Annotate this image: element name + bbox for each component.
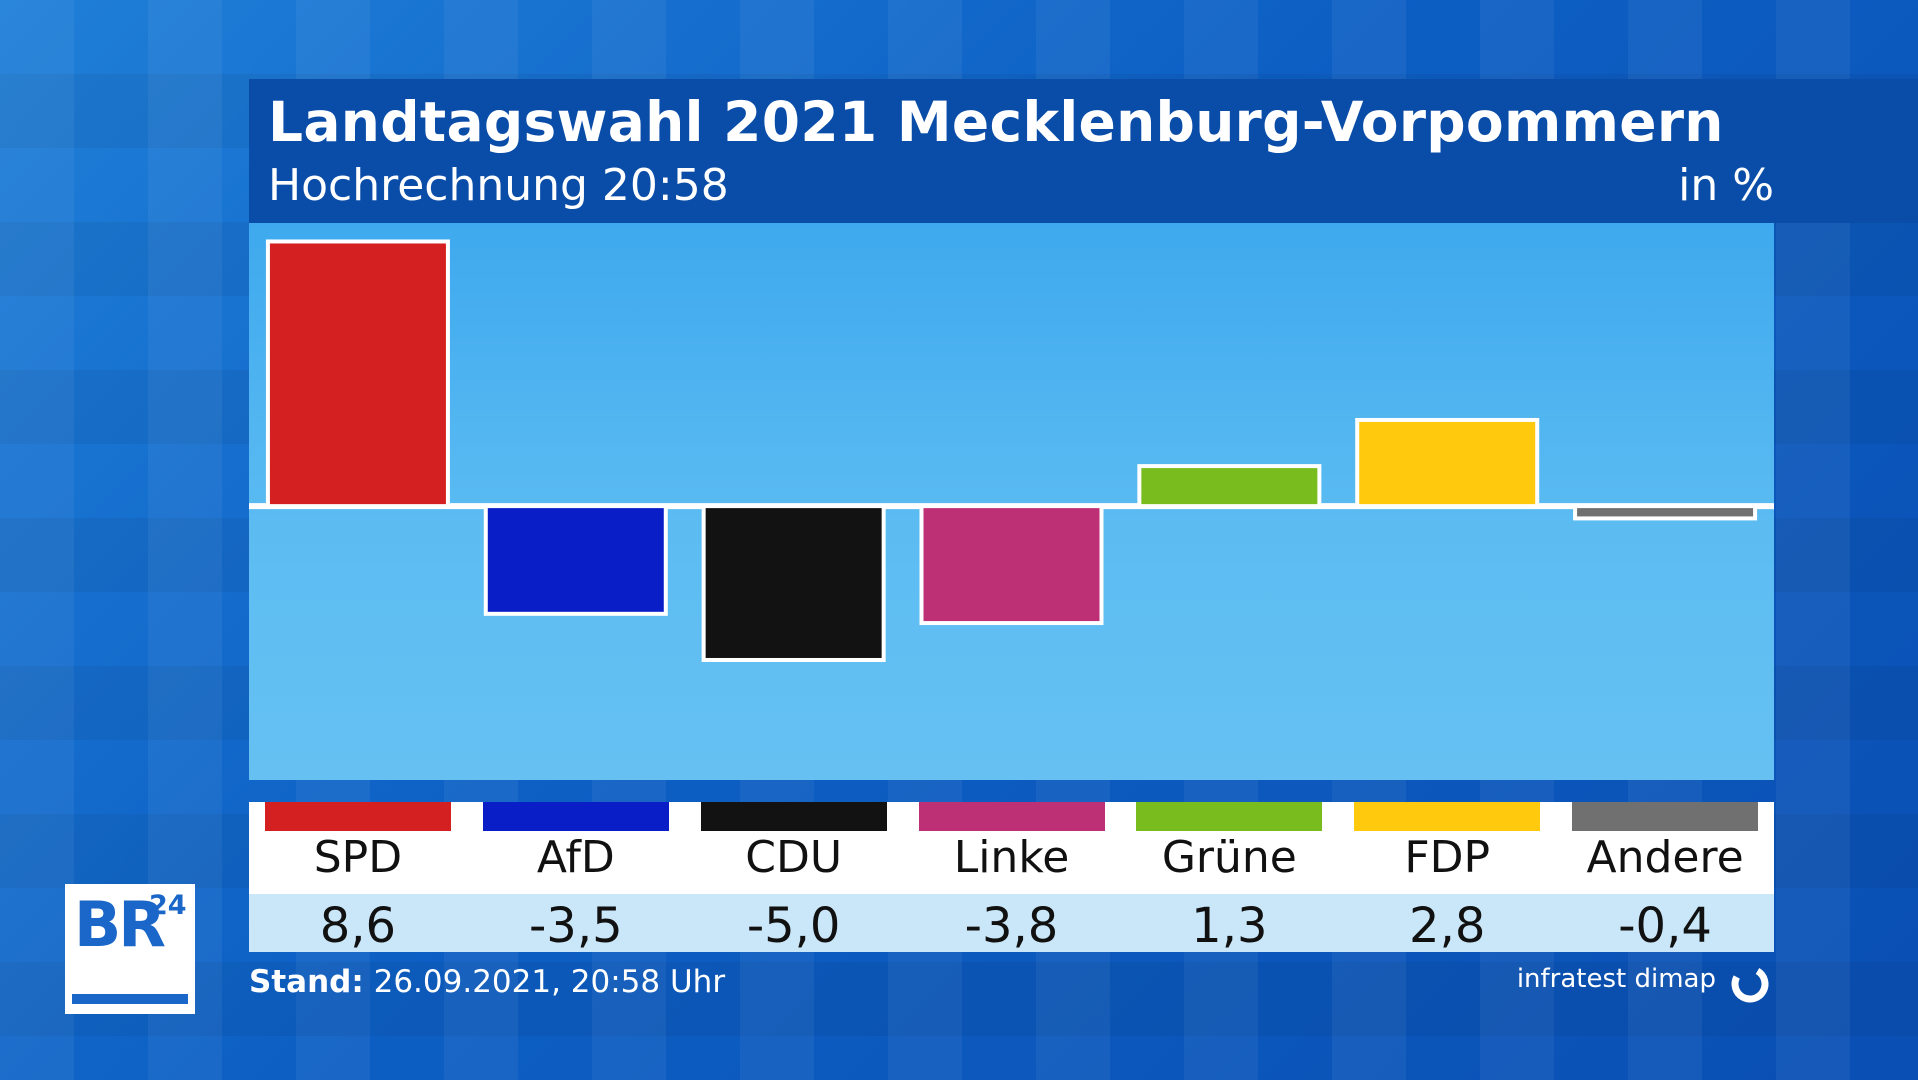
bar-afd	[483, 504, 668, 616]
infratest-logo-icon	[1731, 965, 1769, 1003]
bar-spd	[265, 239, 450, 509]
bar-chart	[249, 239, 1774, 662]
chart-subtitle: Hochrechnung 20:58	[268, 160, 729, 211]
data-label: -3,8	[964, 898, 1059, 954]
br24-logo: BR 24	[65, 884, 195, 1014]
legend-label: FDP	[1404, 832, 1491, 883]
data-label: 1,3	[1191, 898, 1268, 954]
data-label: -5,0	[746, 898, 841, 954]
timestamp: Stand: 26.09.2021, 20:58 Uhr	[249, 964, 725, 1000]
values-panel	[249, 894, 1774, 952]
legend-swatch	[1136, 802, 1323, 831]
legend-swatch	[482, 802, 669, 831]
data-label: -0,4	[1618, 898, 1712, 954]
legend-swatch	[1572, 802, 1759, 831]
data-label: -3,5	[528, 898, 623, 954]
legend-label: Linke	[953, 832, 1070, 883]
data-label: 2,8	[1409, 898, 1486, 954]
bar-linke	[919, 504, 1104, 626]
timestamp-label: Stand:	[249, 964, 364, 1000]
title-bar	[249, 79, 1918, 223]
source-label: infratest dimap	[1516, 964, 1716, 994]
bar-fdp	[1355, 417, 1540, 509]
legend-label: Grüne	[1161, 832, 1297, 883]
legend-label: Andere	[1586, 832, 1744, 883]
legend-label: AfD	[536, 832, 615, 883]
legend-swatch	[918, 802, 1105, 831]
bar-grüne	[1137, 464, 1322, 509]
timestamp-value: 26.09.2021, 20:58 Uhr	[373, 964, 726, 1000]
data-label: 8,6	[319, 898, 397, 954]
bar-andere	[1573, 504, 1758, 521]
br24-logo-text: BR	[74, 888, 166, 961]
legend-label: SPD	[313, 832, 403, 883]
chart-title: Landtagswahl 2021 Mecklenburg-Vorpommern	[268, 90, 1724, 154]
legend-label: CDU	[745, 832, 843, 883]
br24-logo-bar	[72, 994, 188, 1004]
bar-cdu	[701, 504, 886, 662]
unit-label: in %	[1678, 160, 1774, 211]
legend-swatch	[1354, 802, 1541, 831]
legend-swatch	[700, 802, 887, 831]
br24-logo-number: 24	[149, 890, 187, 921]
legend-swatch	[264, 802, 451, 831]
